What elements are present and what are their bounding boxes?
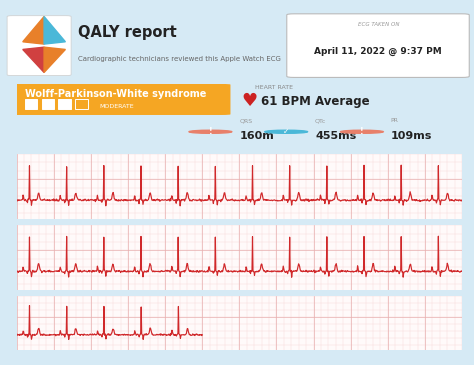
Text: QRS: QRS (239, 118, 253, 123)
Text: April 11, 2022 @ 9:37 PM: April 11, 2022 @ 9:37 PM (314, 47, 442, 56)
Polygon shape (44, 47, 65, 72)
FancyBboxPatch shape (42, 99, 54, 109)
Text: 13s: 13s (124, 296, 139, 306)
Text: QTc: QTc (315, 118, 327, 123)
Text: 17s: 17s (273, 296, 288, 306)
FancyBboxPatch shape (58, 99, 71, 109)
Text: 19s: 19s (347, 296, 362, 306)
Text: 7s: 7s (275, 225, 285, 234)
Text: HEART RATE: HEART RATE (255, 85, 293, 90)
Text: 5s: 5s (201, 225, 211, 234)
Text: 1s: 1s (53, 225, 62, 234)
Circle shape (189, 130, 232, 133)
Text: 160m: 160m (239, 131, 274, 141)
FancyBboxPatch shape (25, 99, 37, 109)
FancyBboxPatch shape (7, 16, 71, 76)
Polygon shape (23, 16, 44, 44)
Text: MODERATE: MODERATE (99, 104, 134, 109)
Text: ♥: ♥ (242, 92, 258, 110)
Text: PR: PR (391, 118, 399, 123)
FancyBboxPatch shape (8, 84, 230, 115)
Text: ✓: ✓ (283, 127, 289, 136)
Text: 15s: 15s (199, 296, 213, 306)
Text: 9s: 9s (350, 225, 359, 234)
Text: ECG TAKEN ON: ECG TAKEN ON (357, 22, 399, 27)
Text: !: ! (209, 127, 212, 136)
Text: Cardiographic technicians reviewed this Apple Watch ECG: Cardiographic technicians reviewed this … (78, 57, 281, 62)
Circle shape (340, 130, 383, 133)
Polygon shape (23, 47, 44, 72)
Text: 109ms: 109ms (391, 131, 432, 141)
Text: !: ! (360, 127, 364, 136)
Text: QALY report: QALY report (78, 25, 177, 40)
Circle shape (265, 130, 308, 133)
FancyBboxPatch shape (287, 14, 469, 77)
Text: Wolff-Parkinson-White syndrome: Wolff-Parkinson-White syndrome (25, 89, 206, 99)
Text: 455ms: 455ms (315, 131, 356, 141)
Polygon shape (44, 16, 65, 44)
Text: 11s: 11s (50, 296, 65, 306)
Text: 3s: 3s (127, 225, 137, 234)
Text: 61 BPM Average: 61 BPM Average (261, 95, 369, 108)
